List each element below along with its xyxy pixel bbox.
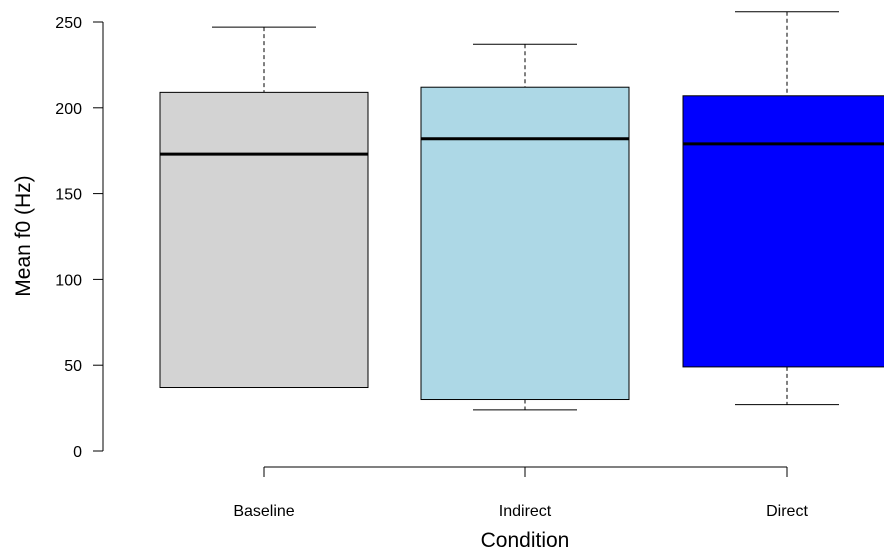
y-axis: 0 50 100 150 200 250 <box>55 15 104 461</box>
box-group-indirect <box>420 43 630 411</box>
box-group-direct <box>682 11 884 406</box>
x-tick-label: Direct <box>766 503 808 520</box>
x-axis-title: Condition <box>481 529 570 552</box>
boxes <box>159 11 884 411</box>
box <box>420 86 630 401</box>
x-axis: Baseline Indirect Direct <box>233 466 808 520</box>
y-tick-label: 150 <box>55 187 82 204</box>
y-tick-label: 0 <box>73 444 82 461</box>
box <box>682 95 884 368</box>
y-tick-label: 50 <box>64 358 82 375</box>
y-axis-title: Mean f0 (Hz) <box>12 175 35 296</box>
y-tick-label: 250 <box>55 15 82 32</box>
box <box>159 91 369 389</box>
y-tick-label: 100 <box>55 272 82 289</box>
x-tick-label: Indirect <box>499 503 552 520</box>
x-tick-label: Baseline <box>233 503 294 520</box>
y-tick-label: 200 <box>55 101 82 118</box>
box-group-baseline <box>159 26 369 389</box>
